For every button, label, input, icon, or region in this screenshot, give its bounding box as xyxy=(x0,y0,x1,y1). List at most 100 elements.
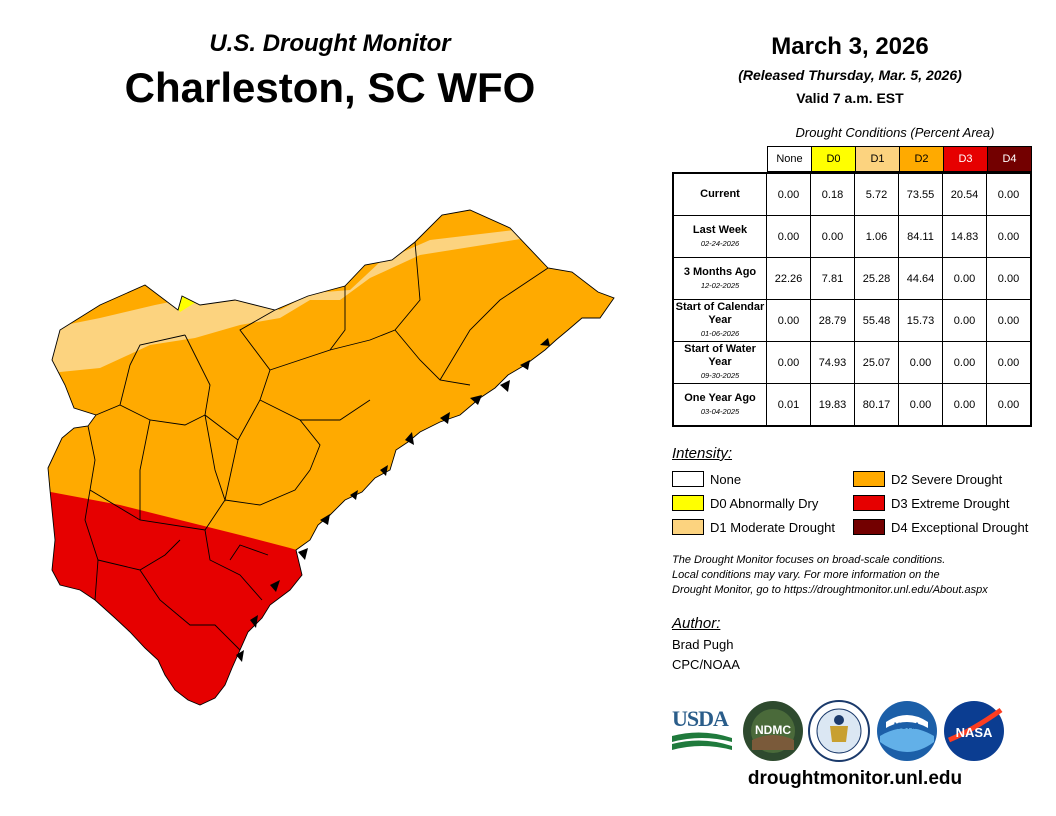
legend-column-right: D2 Severe Drought D3 Extreme Drought D4 … xyxy=(853,470,1028,536)
col-d1: D1 xyxy=(855,146,900,172)
cell: 0.00 xyxy=(766,341,811,384)
map-date: March 3, 2026 xyxy=(771,33,929,60)
note-line: Local conditions may vary. For more info… xyxy=(672,569,940,581)
table-row: Start of Water Year 09-30-2025 0.00 74.93… xyxy=(672,341,1032,384)
cell: 0.00 xyxy=(986,172,1032,216)
swatch-none xyxy=(672,471,704,487)
table-row: Last Week 02-24-2026 0.00 0.00 1.06 84.11… xyxy=(672,215,1032,258)
cell: 22.26 xyxy=(766,257,811,300)
county-boundaries xyxy=(47,209,615,706)
valid-time: Valid 7 a.m. EST xyxy=(796,90,904,106)
legend-item-none: None xyxy=(672,470,835,488)
legend-label: D3 Extreme Drought xyxy=(891,495,1010,511)
col-d2: D2 xyxy=(899,146,944,172)
swatch-d3 xyxy=(853,495,885,511)
category-header: None D0 D1 D2 D3 D4 xyxy=(767,146,1032,172)
author-name: Brad Pugh xyxy=(672,637,734,652)
cell: 1.06 xyxy=(854,215,899,258)
cell: 0.00 xyxy=(986,383,1032,427)
table-row: 3 Months Ago 12-02-2025 22.26 7.81 25.28 … xyxy=(672,257,1032,300)
cell: 28.79 xyxy=(810,299,855,342)
cell: 19.83 xyxy=(810,383,855,427)
cell: 0.00 xyxy=(766,215,811,258)
cell: 0.00 xyxy=(942,257,987,300)
legend-title: Intensity: xyxy=(672,445,733,462)
cell: 0.00 xyxy=(942,341,987,384)
note-line: Drought Monitor, go to https://droughtmo… xyxy=(672,584,988,596)
cell: 0.00 xyxy=(898,383,943,427)
svg-text:NOAA: NOAA xyxy=(894,721,921,731)
cell: 80.17 xyxy=(854,383,899,427)
legend-item-d0: D0 Abnormally Dry xyxy=(672,494,835,512)
swatch-d2 xyxy=(853,471,885,487)
cell: 44.64 xyxy=(898,257,943,300)
cell: 55.48 xyxy=(854,299,899,342)
table-row: Current 0.00 0.18 5.72 73.55 20.54 0.00 xyxy=(672,172,1032,216)
cell: 0.00 xyxy=(810,215,855,258)
cell: 0.18 xyxy=(810,172,855,216)
cell: 0.00 xyxy=(898,341,943,384)
table-row: Start of Calendar Year 01-06-2026 0.00 28… xyxy=(672,299,1032,342)
cell: 0.00 xyxy=(986,215,1032,258)
note-line: The Drought Monitor focuses on broad-sca… xyxy=(672,554,946,566)
cell: 25.07 xyxy=(854,341,899,384)
cell: 20.54 xyxy=(942,172,987,216)
col-none: None xyxy=(767,146,812,172)
region-title: Charleston, SC WFO xyxy=(124,64,536,111)
cell: 0.00 xyxy=(986,341,1032,384)
row-label: Start of Calendar Year 01-06-2026 xyxy=(672,299,767,342)
cell: 7.81 xyxy=(810,257,855,300)
cell: 84.11 xyxy=(898,215,943,258)
nasa-logo: NASA xyxy=(944,701,1004,761)
swatch-d1 xyxy=(672,519,704,535)
legend-column-left: None D0 Abnormally Dry D1 Moderate Droug… xyxy=(672,470,835,536)
cell: 74.93 xyxy=(810,341,855,384)
svg-text:NASA: NASA xyxy=(956,725,993,740)
cell: 14.83 xyxy=(942,215,987,258)
swatch-d0 xyxy=(672,495,704,511)
website-link[interactable]: droughtmonitor.unl.edu xyxy=(747,768,963,789)
cell: 0.00 xyxy=(942,299,987,342)
usda-logo: USDA xyxy=(672,700,732,762)
legend-item-d2: D2 Severe Drought xyxy=(853,470,1028,488)
d2-severe-area xyxy=(48,210,614,705)
legend-label: D0 Abnormally Dry xyxy=(710,495,819,511)
swatch-d4 xyxy=(853,519,885,535)
legend-label: None xyxy=(710,471,742,487)
cell: 0.00 xyxy=(942,383,987,427)
cell: 0.00 xyxy=(986,299,1032,342)
col-d3: D3 xyxy=(943,146,988,172)
cell: 25.28 xyxy=(854,257,899,300)
noaa-logo: NOAA xyxy=(877,701,937,761)
legend-item-d4: D4 Exceptional Drought xyxy=(853,518,1028,536)
cell: 0.00 xyxy=(986,257,1032,300)
row-label: Start of Water Year 09-30-2025 xyxy=(672,341,767,384)
row-label: Last Week 02-24-2026 xyxy=(672,215,767,258)
svg-text:NDMC: NDMC xyxy=(755,723,791,737)
legend-label: D2 Severe Drought xyxy=(891,471,1003,487)
product-title: U.S. Drought Monitor xyxy=(209,30,451,57)
cell: 0.00 xyxy=(766,299,811,342)
table-row: One Year Ago 03-04-2025 0.01 19.83 80.17 … xyxy=(672,383,1032,427)
release-date: (Released Thursday, Mar. 5, 2026) xyxy=(738,67,962,83)
cell: 0.00 xyxy=(766,172,811,216)
cell: 5.72 xyxy=(854,172,899,216)
author-heading: Author: xyxy=(672,615,721,632)
drought-map xyxy=(47,209,615,706)
cell: 15.73 xyxy=(898,299,943,342)
legend-label: D4 Exceptional Drought xyxy=(891,519,1029,535)
legend-item-d3: D3 Extreme Drought xyxy=(853,494,1028,512)
cell: 0.01 xyxy=(766,383,811,427)
coastline-islands xyxy=(236,338,550,662)
row-label: 3 Months Ago 12-02-2025 xyxy=(672,257,767,300)
row-label: Current xyxy=(672,172,767,216)
commerce-seal-logo xyxy=(808,700,870,762)
cell: 73.55 xyxy=(898,172,943,216)
author-org: CPC/NOAA xyxy=(672,657,740,672)
col-d4: D4 xyxy=(987,146,1032,172)
legend-item-d1: D1 Moderate Drought xyxy=(672,518,835,536)
disclaimer-note: The Drought Monitor focuses on broad-sca… xyxy=(672,553,1052,598)
col-d0: D0 xyxy=(811,146,856,172)
table-caption: Drought Conditions (Percent Area) xyxy=(795,125,995,140)
row-label: One Year Ago 03-04-2025 xyxy=(672,383,767,427)
